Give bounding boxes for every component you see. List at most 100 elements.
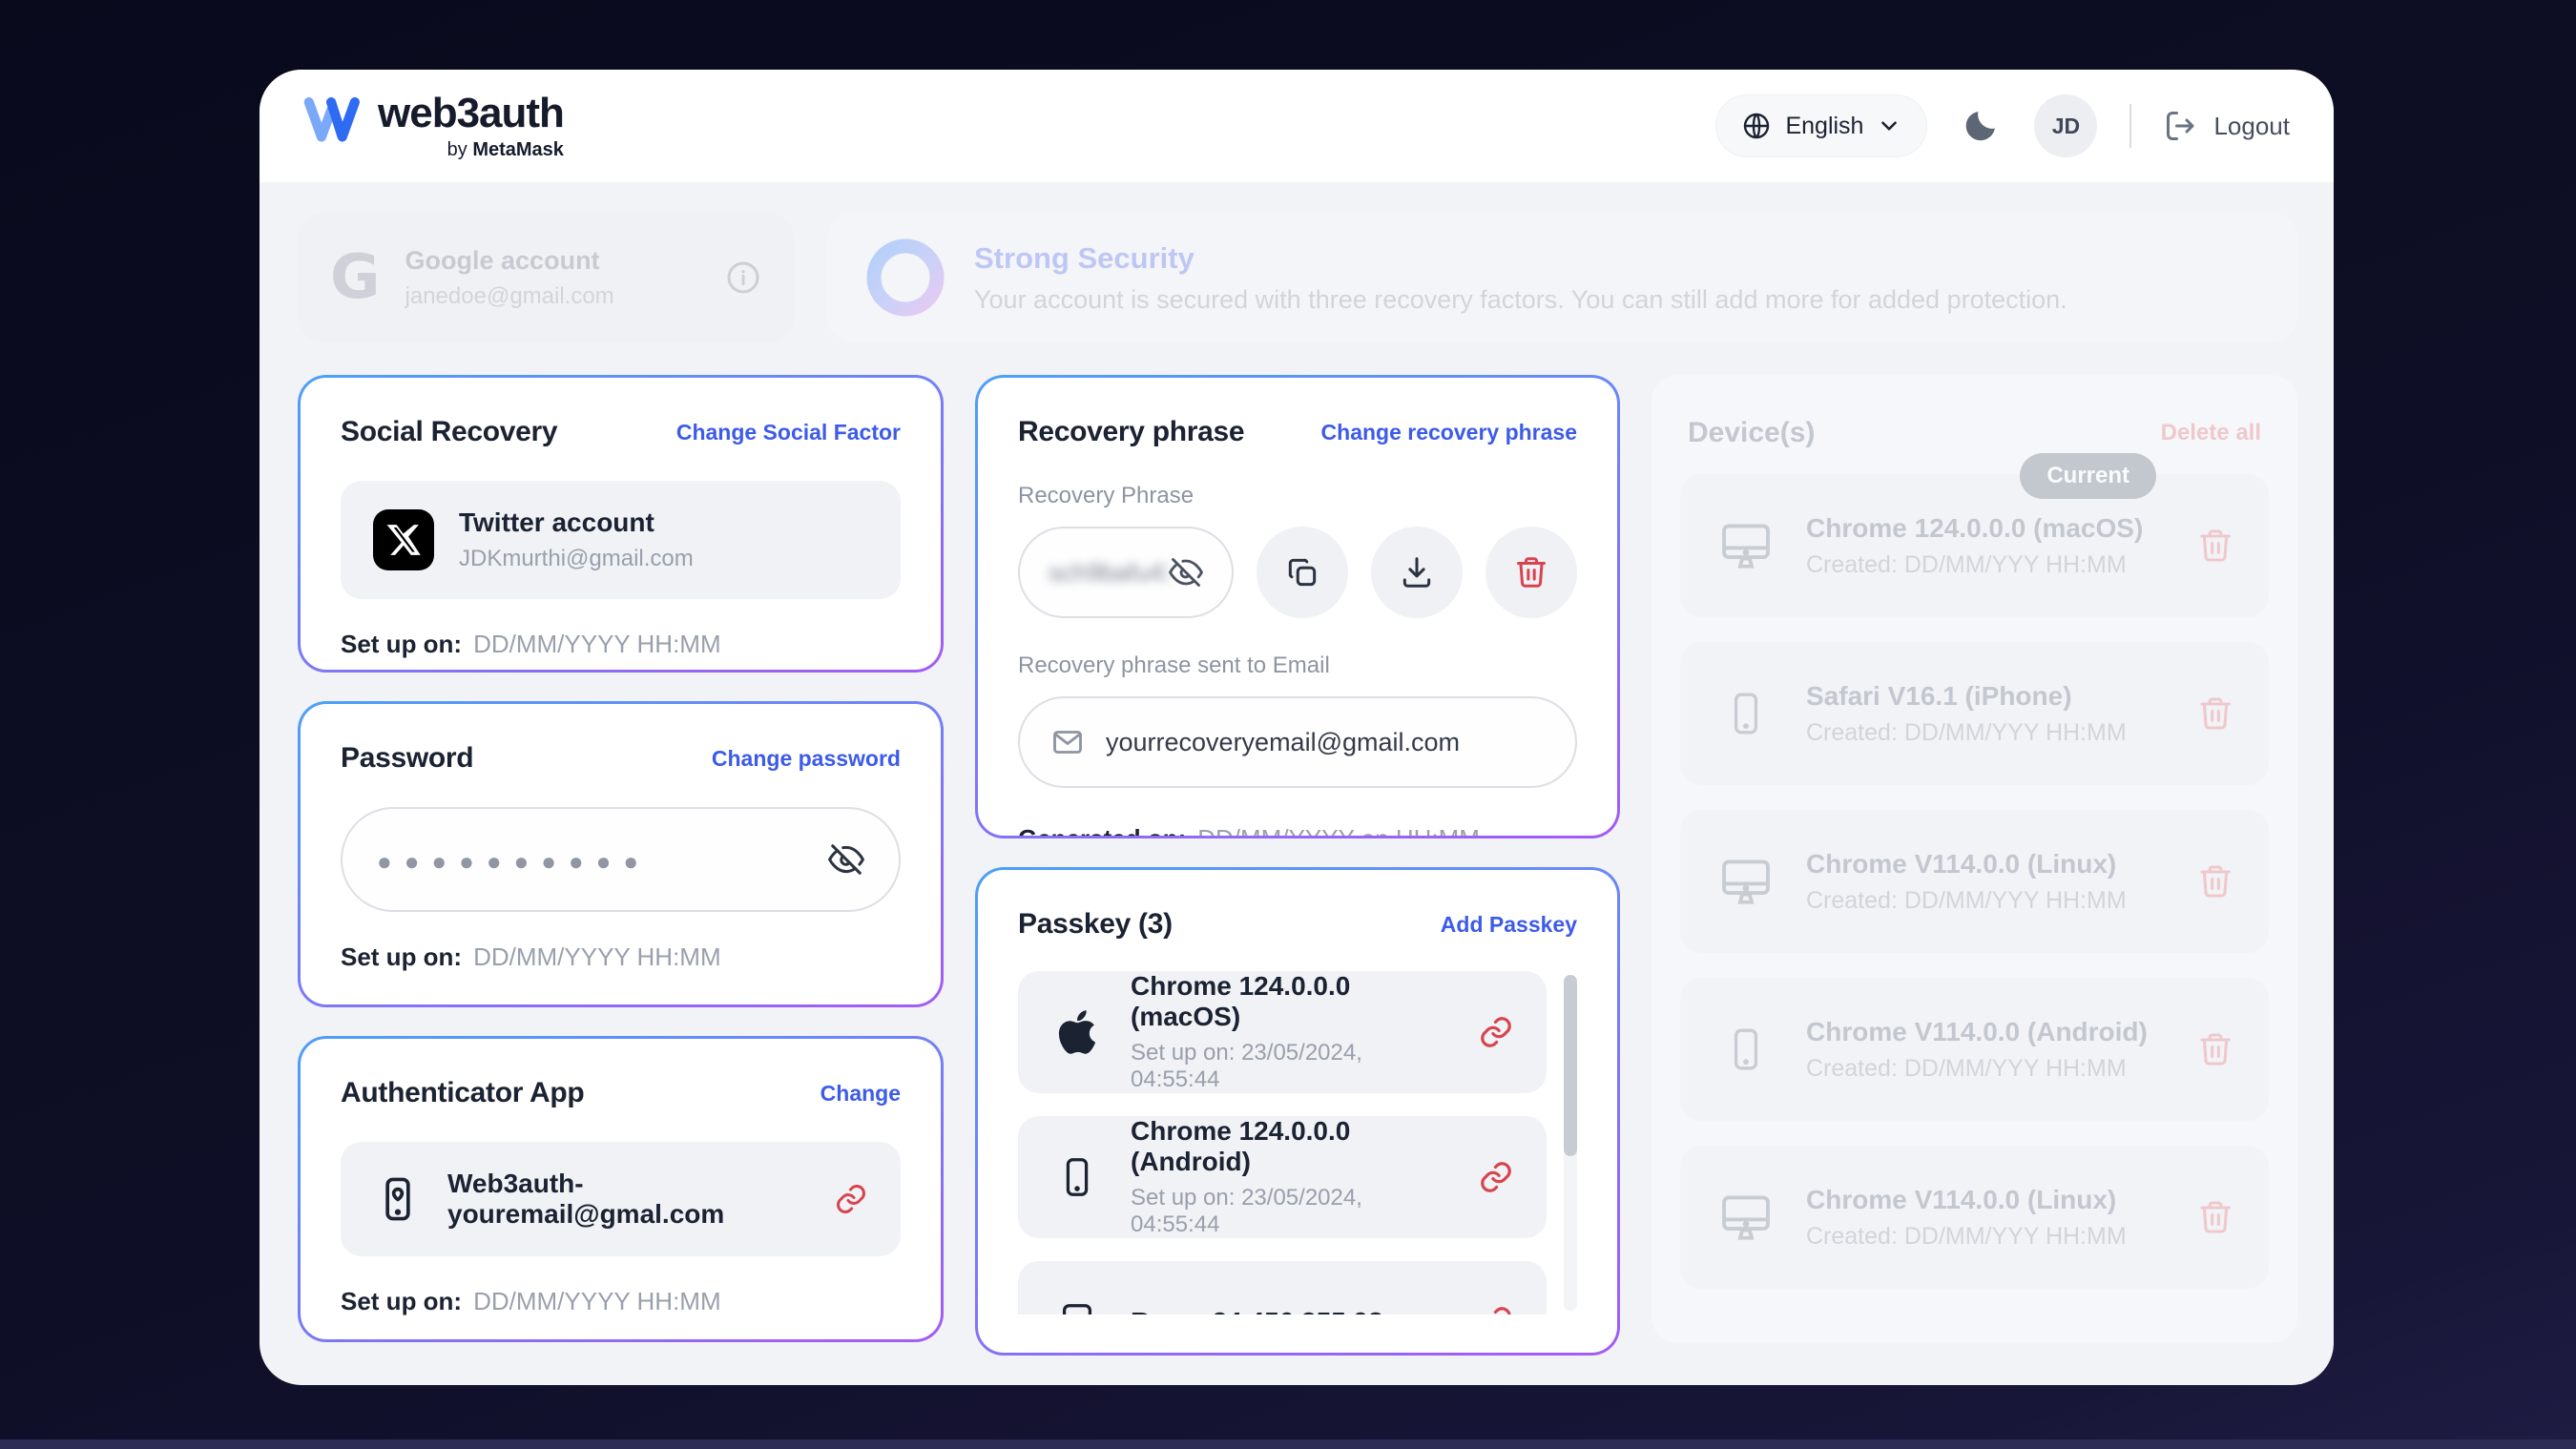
social-setup-label: Set up on: <box>341 630 463 658</box>
device-name: Chrome V114.0.0 (Linux) <box>1806 848 2117 879</box>
trash-icon[interactable] <box>2196 1030 2234 1068</box>
security-status-banner: Strong Security Your account is secured … <box>827 213 2297 342</box>
scrollbar-thumb[interactable] <box>1564 975 1577 1156</box>
twitter-account-email: JDKmurthi@gmail.com <box>459 546 694 571</box>
mobile-icon <box>1714 1023 1777 1076</box>
copy-phrase-button[interactable] <box>1257 527 1348 618</box>
change-recovery-phrase-link[interactable]: Change recovery phrase <box>1320 419 1577 445</box>
delete-phrase-button[interactable] <box>1485 527 1577 618</box>
link-icon[interactable] <box>1478 1159 1514 1195</box>
globe-icon <box>1741 111 1772 141</box>
passkey-title: Passkey (3) <box>1018 908 1173 940</box>
generated-on-value: DD/MM/YYYY on HH:MM <box>1197 824 1480 838</box>
password-masked-value: ●●●●●●●●●● <box>377 846 652 876</box>
web3auth-logo: web3auth by MetaMask <box>303 90 565 160</box>
passkey-list: Chrome 124.0.0.0 (macOS) Set up on: 23/0… <box>1018 971 1547 1314</box>
mobile-authenticator-icon <box>373 1174 423 1224</box>
user-avatar[interactable]: JD <box>2034 94 2098 157</box>
authenticator-card: Authenticator App Change Web3auth-yourem… <box>298 1036 944 1342</box>
device-row: Safari V16.1 (iPhone) Created: DD/MM/YYY… <box>1680 642 2269 785</box>
header-divider <box>2129 104 2132 148</box>
social-recovery-title: Social Recovery <box>341 416 558 447</box>
change-authenticator-link[interactable]: Change <box>820 1080 901 1106</box>
password-title: Password <box>341 742 474 774</box>
logout-button[interactable]: Logout <box>2164 109 2290 143</box>
recovery-phrase-input[interactable]: sch9bafu433049j... <box>1018 527 1234 618</box>
passkey-setup: Set up on: 23/05/2024, 04:55:44 <box>1131 1040 1362 1092</box>
linked-account-email: janedoe@gmail.com <box>405 282 614 309</box>
devices-panel: Device(s) Delete all Current Chrome 124.… <box>1652 375 2297 1343</box>
info-icon[interactable] <box>724 259 762 297</box>
brand-byline: by MetaMask <box>447 139 564 160</box>
download-icon <box>1399 554 1435 590</box>
password-setup-value: DD/MM/YYYY HH:MM <box>473 942 721 971</box>
generated-on-label: Generated on: <box>1018 824 1187 838</box>
logout-label: Logout <box>2213 111 2290 140</box>
add-passkey-link[interactable]: Add Passkey <box>1440 911 1577 937</box>
desktop-icon <box>1714 1190 1777 1245</box>
recovery-email-label: Recovery phrase sent to Email <box>1018 652 1330 678</box>
mobile-icon <box>1050 1153 1104 1201</box>
device-name: Chrome V114.0.0 (Android) <box>1806 1016 2148 1046</box>
trash-icon[interactable] <box>2196 527 2234 565</box>
trash-icon[interactable] <box>2196 694 2234 733</box>
security-level-ring-icon <box>865 238 945 318</box>
twitter-account-row: Twitter account JDKmurthi@gmail.com <box>341 481 901 599</box>
link-icon[interactable] <box>1478 1014 1514 1050</box>
authenticator-setup-value: DD/MM/YYYY HH:MM <box>473 1287 721 1315</box>
password-setup-label: Set up on: <box>341 942 463 971</box>
security-status-description: Your account is secured with three recov… <box>974 284 2067 314</box>
security-status-title: Strong Security <box>974 240 1195 275</box>
authenticator-account: Web3auth-youremail@gmal.com <box>447 1169 725 1229</box>
device-created: Created: DD/MM/YYY HH:MM <box>1806 718 2127 746</box>
device-created: Created: DD/MM/YYY HH:MM <box>1806 550 2127 578</box>
passkey-setup: Set up on: 23/05/2024, 04:55:44 <box>1131 1185 1362 1237</box>
passkey-name: Chrome 124.0.0.0 (Android) <box>1131 1116 1351 1176</box>
google-icon: G <box>330 242 381 313</box>
mobile-icon <box>1714 687 1777 740</box>
linked-account-banner: G Google account janedoe@gmail.com <box>298 213 795 342</box>
desktop-icon <box>1714 854 1777 909</box>
tablet-icon <box>1050 1298 1104 1314</box>
change-social-factor-link[interactable]: Change Social Factor <box>675 419 901 445</box>
device-name: Chrome V114.0.0 (Linux) <box>1806 1184 2117 1214</box>
authenticator-title: Authenticator App <box>341 1077 585 1108</box>
copy-icon <box>1284 554 1320 590</box>
apple-icon <box>1050 1007 1104 1057</box>
device-row: Chrome V114.0.0 (Android) Created: DD/MM… <box>1680 978 2269 1121</box>
change-password-link[interactable]: Change password <box>711 745 901 771</box>
delete-all-link[interactable]: Delete all <box>2160 420 2261 445</box>
passkey-scrollbar[interactable] <box>1564 975 1577 1311</box>
linked-account-title: Google account <box>405 245 600 275</box>
device-name: Chrome 124.0.0.0 (macOS) <box>1806 512 2144 543</box>
device-created: Created: DD/MM/YYY HH:MM <box>1806 1054 2127 1082</box>
download-phrase-button[interactable] <box>1371 527 1463 618</box>
password-input[interactable]: ●●●●●●●●●● <box>341 807 901 912</box>
recovery-phrase-label: Recovery Phrase <box>1018 483 1195 508</box>
recovery-phrase-masked: sch9bafu433049j... <box>1049 557 1169 587</box>
device-name: Safari V16.1 (iPhone) <box>1806 680 2072 711</box>
eye-off-icon[interactable] <box>828 841 864 878</box>
recovery-email-input[interactable]: yourrecoveryemail@gmail.com <box>1018 696 1577 788</box>
authenticator-account-row: Web3auth-youremail@gmal.com <box>341 1142 901 1256</box>
mail-icon <box>1050 725 1085 759</box>
unlink-icon[interactable] <box>834 1182 868 1216</box>
language-selector[interactable]: English <box>1715 94 1928 157</box>
dark-mode-toggle[interactable] <box>1960 105 2002 147</box>
passkey-card: Passkey (3) Add Passkey Chrom <box>975 867 1620 1356</box>
trash-icon[interactable] <box>2196 1198 2234 1236</box>
device-row: Chrome V114.0.0 (Linux) Created: DD/MM/Y… <box>1680 1146 2269 1289</box>
brand-name: web3auth <box>378 90 565 136</box>
trash-icon[interactable] <box>2196 862 2234 900</box>
passkey-name: Chrome 124.0.0.0 (macOS) <box>1131 971 1351 1031</box>
twitter-account-label: Twitter account <box>459 507 654 537</box>
authenticator-setup-label: Set up on: <box>341 1287 463 1315</box>
passkey-row: Chrome 124.0.0.0 (macOS) Set up on: 23/0… <box>1018 971 1547 1093</box>
link-icon[interactable] <box>1478 1304 1514 1314</box>
device-created: Created: DD/MM/YYY HH:MM <box>1806 886 2127 914</box>
device-row: Chrome V114.0.0 (Linux) Created: DD/MM/Y… <box>1680 810 2269 953</box>
logout-icon <box>2164 109 2198 143</box>
device-created: Created: DD/MM/YYY HH:MM <box>1806 1222 2127 1250</box>
web3auth-w-icon <box>303 96 364 144</box>
eye-off-icon[interactable] <box>1169 555 1203 590</box>
